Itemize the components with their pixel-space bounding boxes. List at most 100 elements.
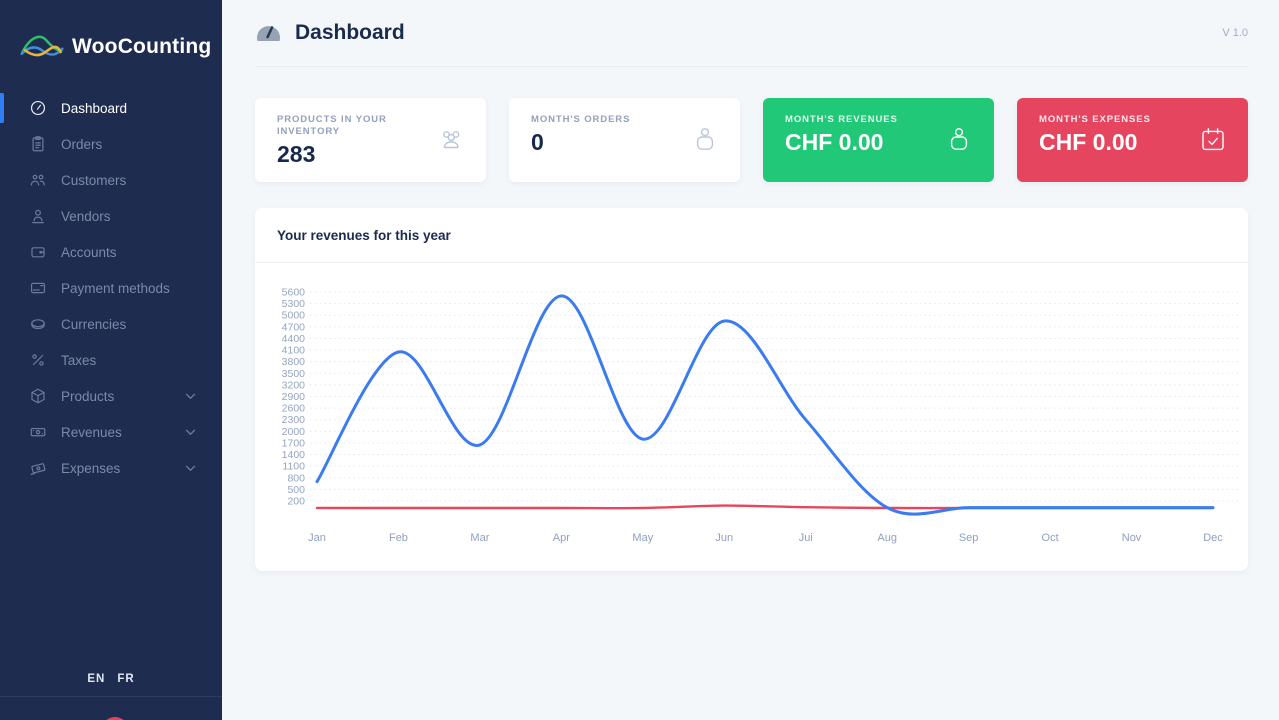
calendar-check-icon <box>1198 125 1228 155</box>
taxes-percent-icon <box>29 351 47 369</box>
gauge-badge-icon <box>255 20 282 47</box>
svg-text:3200: 3200 <box>282 379 306 391</box>
sidebar-item-label: Payment methods <box>61 280 170 296</box>
chevron-down-icon <box>185 465 196 472</box>
sidebar-item-label: Currencies <box>61 316 127 332</box>
header-divider <box>255 66 1248 67</box>
sidebar-item-taxes[interactable]: Taxes <box>0 342 222 378</box>
sidebar-item-label: Taxes <box>61 352 97 368</box>
sidebar-item-currencies[interactable]: Currencies <box>0 306 222 342</box>
app-logo[interactable]: WooCounting <box>0 0 222 64</box>
payment-card-icon <box>29 279 47 297</box>
svg-text:5600: 5600 <box>282 287 306 299</box>
sidebar-item-vendors[interactable]: Vendors <box>0 198 222 234</box>
stat-card-value: 283 <box>277 141 316 167</box>
dashboard-gauge-icon <box>29 99 47 117</box>
page-header: Dashboard V 1.0 <box>255 0 1248 66</box>
chart-title: Your revenues for this year <box>277 227 451 243</box>
expenses-money-icon <box>29 459 47 477</box>
sidebar-item-expenses[interactable]: Expenses <box>0 450 222 486</box>
sidebar-divider <box>0 696 222 697</box>
sidebar-item-dashboard[interactable]: Dashboard <box>0 90 222 126</box>
svg-text:1100: 1100 <box>282 461 305 473</box>
stat-cards-row: Products in your inventory 283 Month's o… <box>255 98 1248 182</box>
chart-header: Your revenues for this year <box>255 208 1248 263</box>
sidebar-item-revenues[interactable]: Revenues <box>0 414 222 450</box>
stat-card-label: Month's revenues <box>785 114 898 125</box>
app-name: WooCounting <box>72 35 212 58</box>
stat-card-label: Products in your inventory <box>277 114 387 137</box>
customers-group-icon <box>29 171 47 189</box>
stat-card-month-s-expenses: Month's expenses CHF 0.00 <box>1017 98 1248 182</box>
sidebar-item-orders[interactable]: Orders <box>0 126 222 162</box>
stat-card-label: Month's expenses <box>1039 114 1151 125</box>
stat-card-month-s-revenues: Month's revenues CHF 0.00 <box>763 98 994 182</box>
accounts-wallet-icon <box>29 243 47 261</box>
language-switcher: EN FR <box>0 669 222 687</box>
svg-text:1400: 1400 <box>282 449 306 461</box>
sidebar: WooCounting Dashboard Orders Customers V… <box>0 0 222 720</box>
woocounting-wave-logo-icon <box>20 30 64 64</box>
sidebar-item-label: Orders <box>61 136 103 152</box>
revenues-banknote-icon <box>29 423 47 441</box>
svg-text:2000: 2000 <box>282 426 306 438</box>
products-box-icon <box>29 387 47 405</box>
svg-text:Aug: Aug <box>877 532 897 544</box>
sidebar-item-customers[interactable]: Customers <box>0 162 222 198</box>
svg-text:2900: 2900 <box>282 391 306 403</box>
stat-card-value: 0 <box>531 129 544 155</box>
sidebar-item-label: Customers <box>61 172 127 188</box>
sidebar-item-payment-methods[interactable]: Payment methods <box>0 270 222 306</box>
sidebar-item-label: Products <box>61 388 115 404</box>
svg-text:May: May <box>632 532 653 544</box>
money-bag-icon <box>690 125 720 155</box>
money-bag-icon <box>944 125 974 155</box>
svg-text:Feb: Feb <box>389 532 408 544</box>
sidebar-item-products[interactable]: Products <box>0 378 222 414</box>
revenue-line-chart: 5600530050004700440041003800350032002900… <box>282 287 1240 544</box>
svg-text:4700: 4700 <box>282 321 306 333</box>
main-content: Dashboard V 1.0 Products in your invento… <box>222 0 1279 720</box>
sidebar-item-label: Accounts <box>61 244 117 260</box>
stat-card-month-s-orders: Month's orders 0 <box>509 98 740 182</box>
sidebar-item-label: Vendors <box>61 208 111 224</box>
chart-line-revenues <box>315 294 1215 516</box>
language-fr-button[interactable]: FR <box>117 673 135 685</box>
svg-text:3500: 3500 <box>282 368 306 380</box>
orders-clipboard-icon <box>29 135 47 153</box>
svg-text:Mar: Mar <box>470 532 489 544</box>
currency-coin-icon <box>29 315 47 333</box>
svg-text:4400: 4400 <box>282 333 306 345</box>
stat-card-value: CHF 0.00 <box>1039 129 1138 155</box>
svg-text:500: 500 <box>287 484 305 496</box>
svg-text:Dec: Dec <box>1203 532 1223 544</box>
svg-text:1700: 1700 <box>282 437 306 449</box>
svg-text:3800: 3800 <box>282 356 306 368</box>
svg-text:Apr: Apr <box>553 532 570 544</box>
svg-text:5300: 5300 <box>282 298 306 310</box>
chevron-down-icon <box>185 393 196 400</box>
users-group-icon <box>436 125 466 155</box>
sidebar-item-label: Revenues <box>61 424 122 440</box>
revenue-chart-card: Your revenues for this year 5600 5300 5000… <box>255 208 1248 571</box>
version-label: V 1.0 <box>1222 27 1248 39</box>
svg-text:Jui: Jui <box>799 532 813 544</box>
svg-text:Sep: Sep <box>959 532 979 544</box>
support-bubble-button[interactable] <box>101 717 129 720</box>
sidebar-item-accounts[interactable]: Accounts <box>0 234 222 270</box>
svg-text:2600: 2600 <box>282 403 306 415</box>
svg-text:200: 200 <box>287 496 305 508</box>
svg-text:5000: 5000 <box>282 310 306 322</box>
chevron-down-icon <box>185 429 196 436</box>
svg-text:Nov: Nov <box>1122 532 1142 544</box>
language-en-button[interactable]: EN <box>87 673 106 685</box>
sidebar-nav: Dashboard Orders Customers Vendors Accou… <box>0 90 222 486</box>
svg-text:Oct: Oct <box>1042 532 1059 544</box>
sidebar-item-label: Dashboard <box>61 100 128 116</box>
svg-text:2300: 2300 <box>282 414 306 426</box>
svg-text:Jun: Jun <box>715 532 733 544</box>
stat-card-products-in-your-inventory: Products in your inventory 283 <box>255 98 486 182</box>
svg-text:800: 800 <box>287 472 305 484</box>
vendor-person-icon <box>29 207 47 225</box>
stat-card-label: Month's orders <box>531 114 631 125</box>
